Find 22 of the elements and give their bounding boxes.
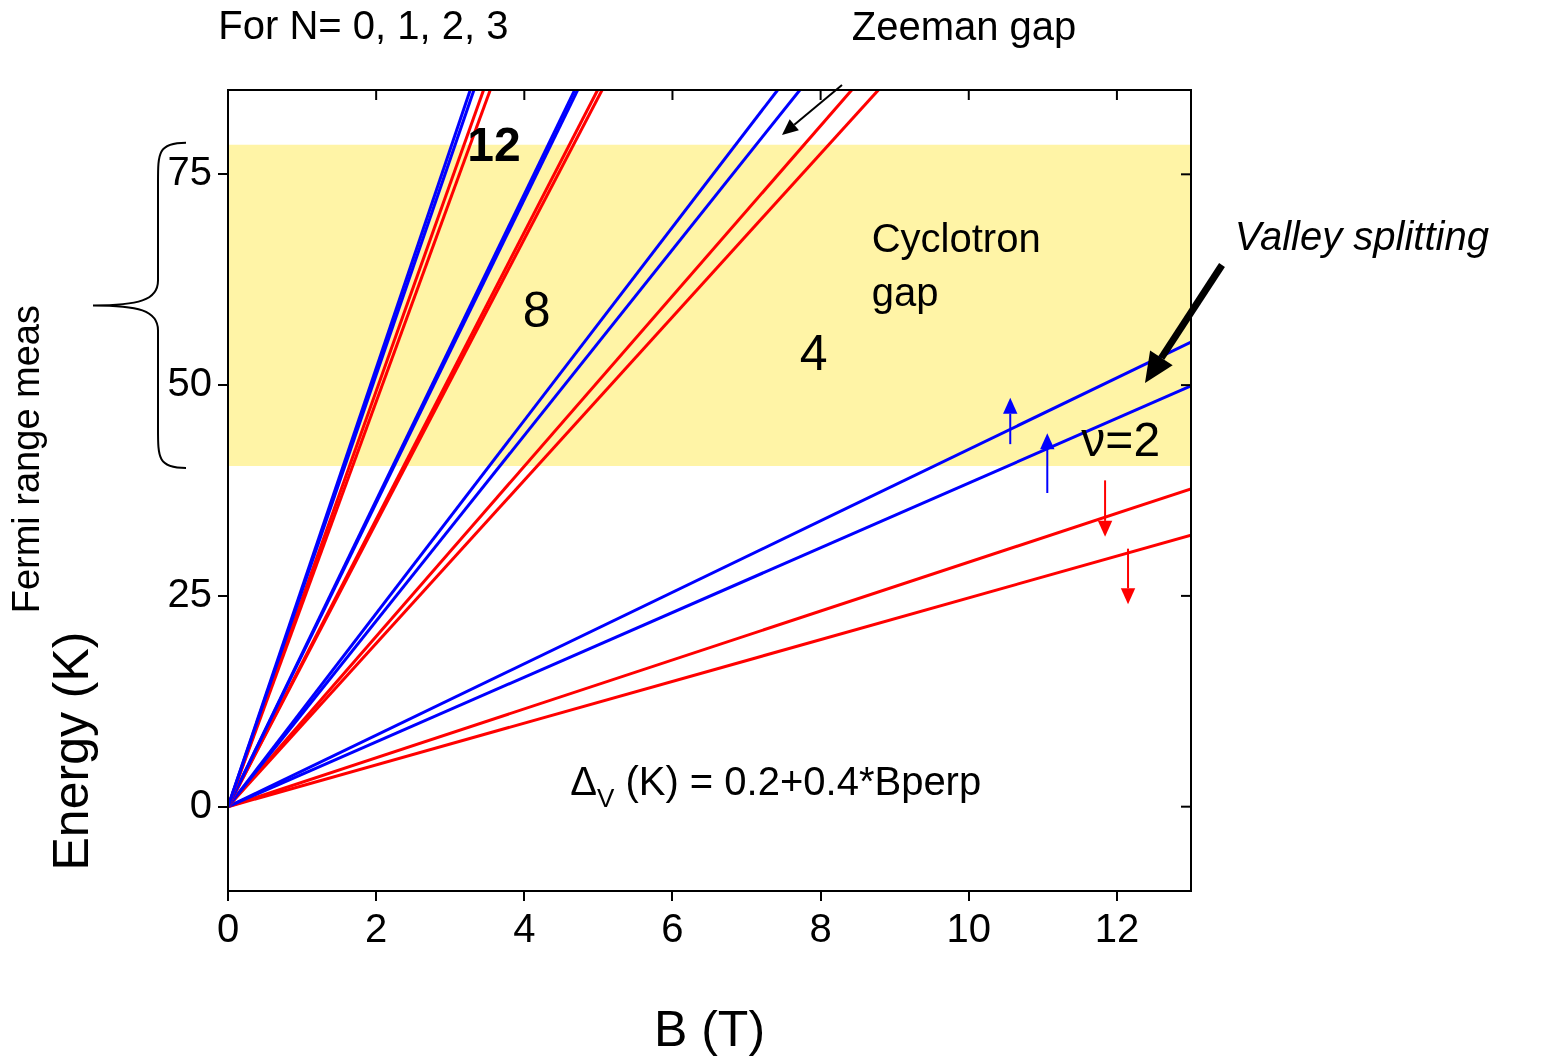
annotation: 12 xyxy=(467,117,521,171)
annotation: ν=2 xyxy=(1081,412,1161,466)
text: Valley splitting xyxy=(1234,214,1489,259)
x-tick-label: 10 xyxy=(946,906,992,951)
x-tick-label: 12 xyxy=(1094,906,1140,951)
x-tick-label: 6 xyxy=(661,906,684,951)
text: Zeeman gap xyxy=(851,4,1077,49)
annotation: Cyclotron gap xyxy=(871,215,1041,314)
y-tick-label: 0 xyxy=(189,781,212,826)
text: For N= 0, 1, 2, 3 xyxy=(218,2,509,47)
x-axis-title: B (T) xyxy=(653,1001,766,1057)
x-tick-label: 8 xyxy=(809,906,832,951)
annotation: 4 xyxy=(799,324,828,381)
x-tick-label: 0 xyxy=(216,906,240,951)
y-tick-label: 50 xyxy=(167,360,212,405)
annotation: 8 xyxy=(522,281,551,338)
y-axis-title: Energy (K) xyxy=(43,631,99,871)
x-tick-label: 2 xyxy=(365,906,388,951)
x-tick-label: 4 xyxy=(513,906,536,951)
y-tick-label: 75 xyxy=(167,149,212,194)
text: Fermi range meas xyxy=(5,305,48,614)
y-tick-label: 25 xyxy=(167,570,212,615)
